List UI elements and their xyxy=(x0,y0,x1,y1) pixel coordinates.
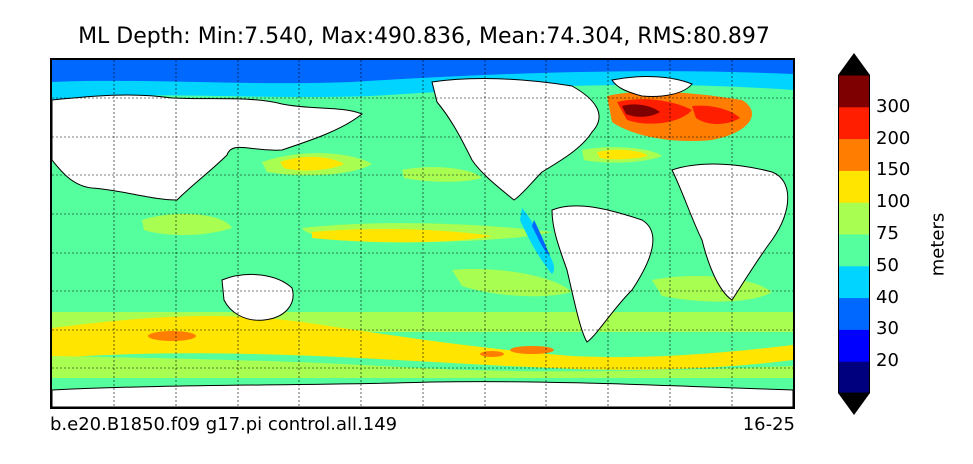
colorbar-tick-label: 200 xyxy=(876,127,911,149)
map-gridlines xyxy=(52,60,793,407)
colorbar-segment xyxy=(838,75,870,108)
indian-ocean-band xyxy=(142,213,232,235)
equatorial-pacific-core xyxy=(312,229,492,243)
colorbar-segment xyxy=(838,265,870,299)
labrador-sea-deepest xyxy=(622,104,660,117)
colorbar-segment xyxy=(838,234,870,267)
ne-pacific-band xyxy=(402,167,482,182)
colorbar-segment xyxy=(838,138,870,171)
south-america-landmass xyxy=(551,205,654,343)
colorbar-tick-label: 30 xyxy=(876,318,899,340)
north-pacific-core xyxy=(280,156,344,171)
north-america-landmass xyxy=(431,78,600,201)
deep-patch-south-pacific xyxy=(480,351,504,357)
southern-ocean-band-100-150 xyxy=(52,315,793,370)
colorbar-segment xyxy=(838,170,870,203)
colorbar-segment xyxy=(838,297,870,330)
colorbar-tick-label: 300 xyxy=(876,95,911,117)
colorbar-segment xyxy=(838,106,870,140)
irminger-sea-deep xyxy=(692,105,740,124)
colorbar-segment xyxy=(838,329,870,362)
colorbar-svg xyxy=(838,53,870,415)
colorbar-over-arrow xyxy=(838,53,870,75)
map-svg xyxy=(52,60,793,407)
colorbar-tick-label: 40 xyxy=(876,286,899,308)
eastern-pacific-shallower xyxy=(532,220,550,256)
plot-title: ML Depth: Min:7.540, Max:490.836, Mean:7… xyxy=(78,24,770,49)
colorbar-tick-label: 150 xyxy=(876,159,911,181)
eastern-pacific-shallow xyxy=(520,208,555,274)
colorbar-outline xyxy=(838,74,870,394)
colorbar-tick-label: 20 xyxy=(876,350,899,372)
years-label: 16-25 xyxy=(742,414,795,435)
eurasia-landmass xyxy=(52,94,363,201)
colorbar-label: meters xyxy=(927,212,949,277)
greenland-landmass xyxy=(611,76,693,97)
south-pacific-band xyxy=(452,268,572,297)
colorbar-segment xyxy=(838,361,870,394)
deep-patch-south-indian xyxy=(148,331,196,341)
colorbar-segment xyxy=(838,202,870,235)
colorbar-under-arrow xyxy=(838,393,870,415)
case-name-label: b.e20.B1850.f09 g17.pi control.all.149 xyxy=(50,414,398,435)
deep-patch-south-atlantic xyxy=(510,346,554,354)
colorbar xyxy=(838,53,870,415)
gulf-stream-core xyxy=(597,149,648,160)
africa-landmass xyxy=(671,163,789,301)
australia-landmass xyxy=(221,274,294,321)
colorbar-tick-label: 100 xyxy=(876,191,911,213)
colorbar-tick-label: 75 xyxy=(876,223,899,244)
colorbar-tick-label: 50 xyxy=(876,254,899,276)
world-map xyxy=(50,58,795,409)
